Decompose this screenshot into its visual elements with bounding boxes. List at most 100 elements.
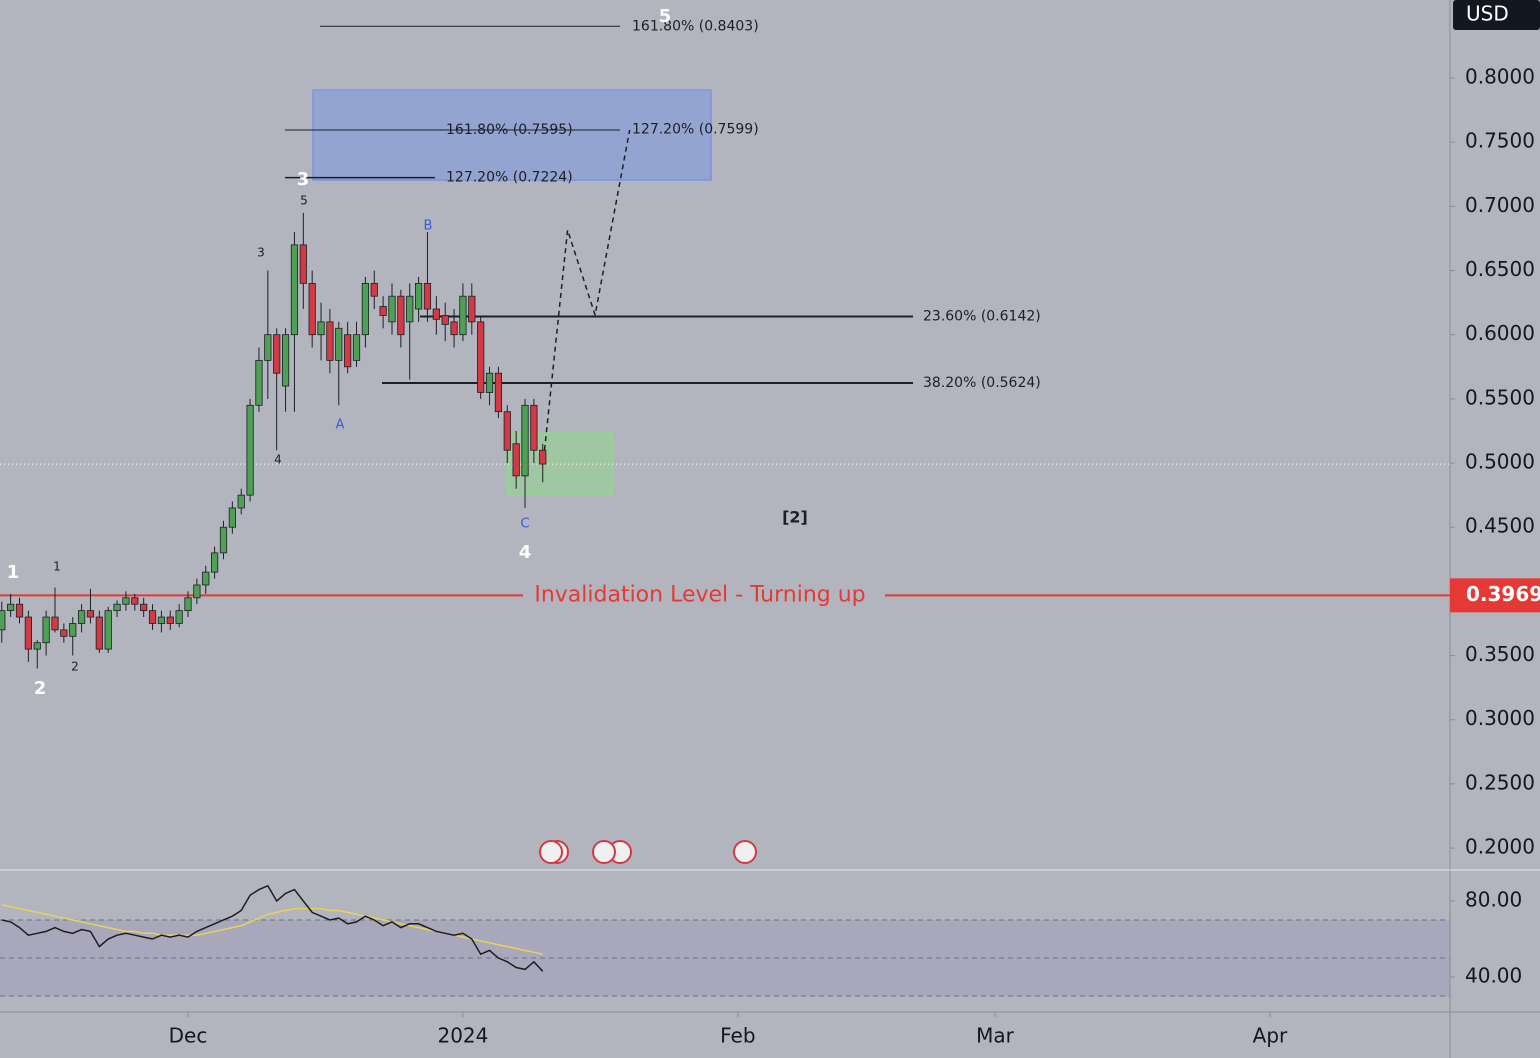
candle-body: [42, 616, 50, 644]
candle-body: [485, 372, 494, 393]
candle-body: [51, 616, 59, 631]
candle-body: [175, 610, 183, 624]
candle-body: [361, 282, 369, 336]
candle-body: [157, 616, 166, 624]
candle-body: [95, 616, 103, 650]
candle-body: [122, 597, 130, 605]
candle-body: [379, 306, 387, 316]
candle-body: [414, 282, 423, 310]
candle-body: [539, 449, 547, 465]
event-icon[interactable]: [733, 840, 757, 864]
candle-body: [530, 404, 538, 451]
candle-body: [432, 308, 440, 320]
candle-body: [308, 282, 316, 336]
y-tick-label: 0.5000: [1465, 450, 1535, 474]
fib-label: 23.60% (0.6142): [923, 308, 1041, 324]
candle-body: [184, 597, 192, 612]
y-tick-label: 0.4500: [1465, 514, 1535, 538]
y-tick-label: 0.2000: [1465, 835, 1535, 859]
wave-label: B: [424, 219, 433, 234]
wave-label: 1: [53, 560, 61, 574]
candle-body: [352, 334, 361, 361]
fib-label: 161.80% (0.7595): [446, 122, 573, 138]
candle-body: [228, 507, 236, 528]
candle-body: [193, 584, 201, 599]
x-tick-label: Feb: [720, 1024, 755, 1048]
candle-body: [326, 321, 334, 361]
y-tick-label: 0.3500: [1465, 642, 1535, 666]
wave-label: [2]: [782, 508, 808, 527]
candle-body: [477, 321, 485, 393]
candle-body: [148, 610, 157, 624]
wave-label: 5: [659, 6, 672, 27]
candle-body: [15, 603, 24, 618]
candle-body: [388, 295, 396, 323]
wave-label: 3: [257, 246, 265, 260]
y-tick-label: 0.5500: [1465, 385, 1535, 409]
invalidation-label: Invalidation Level - Turning up: [534, 582, 865, 607]
y-tick-label: 0.3000: [1465, 706, 1535, 730]
y-tick-label: 0.7500: [1465, 129, 1535, 153]
wave-label: C: [520, 517, 529, 532]
wave-label: 1: [7, 562, 20, 583]
candle-body: [335, 327, 343, 361]
y-tick-label: 0.6000: [1465, 321, 1535, 345]
candle-body: [264, 334, 272, 361]
candle-body: [281, 334, 290, 387]
candle-body: [512, 443, 520, 477]
projection-path: [543, 129, 631, 451]
x-tick-label: Dec: [169, 1024, 208, 1048]
event-icon[interactable]: [592, 840, 616, 864]
candle-body: [255, 359, 263, 406]
wave-label: 3: [297, 169, 310, 190]
fib-label: 127.20% (0.7599): [632, 121, 759, 137]
wave-label: 2: [71, 660, 79, 674]
rsi-tick-label: 80.00: [1465, 887, 1522, 911]
candle-body: [202, 571, 210, 586]
candle-body: [503, 411, 511, 451]
x-tick-label: Mar: [976, 1024, 1015, 1048]
wave-label: 4: [519, 542, 532, 563]
rsi-line: [1, 884, 544, 972]
candle-body: [246, 404, 254, 496]
candle-body: [468, 295, 476, 323]
wave-label: 2: [34, 678, 47, 699]
candle-body: [299, 244, 307, 284]
target-zone: [312, 89, 712, 181]
y-tick-label: 0.6500: [1465, 257, 1535, 281]
candle-body: [344, 334, 352, 368]
event-icon[interactable]: [539, 840, 563, 864]
candle-body: [237, 494, 245, 509]
candle-body: [406, 295, 414, 323]
candle-body: [69, 623, 77, 637]
currency: USD: [1466, 2, 1509, 26]
candle-body: [441, 315, 449, 325]
candle-body: [397, 295, 405, 336]
x-tick-label: 2024: [437, 1024, 488, 1048]
candle-body: [521, 404, 529, 477]
currency-badge: [1453, 0, 1540, 30]
candle-body: [450, 321, 458, 336]
x-tick-label: Apr: [1253, 1024, 1288, 1048]
candle-body: [131, 597, 139, 605]
candle-body: [211, 552, 219, 573]
candle-body: [60, 629, 68, 637]
wave-label: A: [336, 418, 345, 433]
candle-body: [0, 610, 6, 631]
candle-body: [7, 603, 15, 612]
candle-body: [370, 282, 378, 297]
wave-label: 5: [300, 194, 308, 208]
candle-body: [273, 334, 281, 374]
candle-body: [24, 616, 32, 650]
y-tick-label: 0.2500: [1465, 770, 1535, 794]
candle-body: [219, 526, 228, 554]
candle-body: [317, 321, 325, 336]
candle-body: [423, 282, 432, 310]
candle-body: [290, 244, 299, 336]
candle-body: [140, 603, 148, 612]
rsi-tick-label: 40.00: [1465, 964, 1522, 988]
price-tag-label: 0.3969: [1466, 582, 1540, 606]
candle-body: [113, 603, 121, 612]
